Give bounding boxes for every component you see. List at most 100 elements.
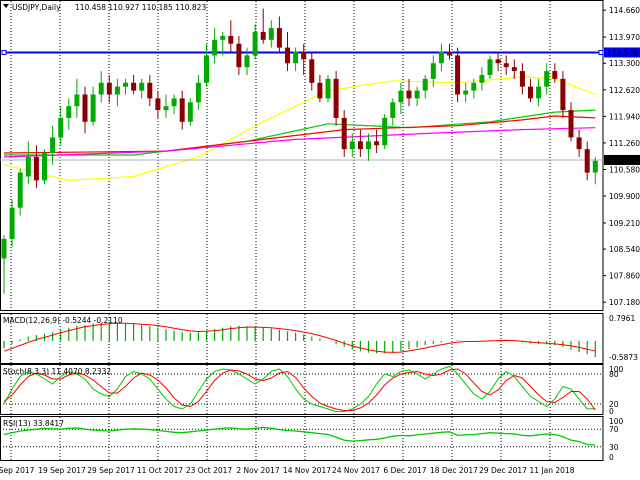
candle-body (414, 90, 420, 99)
candle-body (98, 82, 104, 95)
candle-body (131, 82, 137, 91)
candle-body (195, 82, 201, 103)
price-tick-label: 109.210 (609, 219, 640, 228)
candle-body (568, 110, 574, 138)
symbol-title: USDJPY,Daily (12, 3, 61, 12)
macd-tick-label: 0.7961 (609, 314, 635, 323)
candle-body (511, 67, 517, 72)
macd-signal-line (3, 322, 596, 353)
macd-panel-frame (0, 313, 604, 364)
stoch-tick-label: 0 (609, 407, 614, 416)
current-price-label: 110.823 (607, 156, 638, 165)
date-tick-label: 6 Dec 2017 (383, 466, 426, 475)
stoch-tick-label: 100 (609, 365, 624, 374)
candle-body (42, 153, 47, 181)
candle-body (422, 78, 428, 91)
rsi-tick-label: 0 (609, 453, 614, 462)
candle-body (212, 39, 218, 56)
candle-body (187, 102, 193, 122)
candle-body (74, 94, 80, 107)
candle-body (293, 51, 299, 64)
date-tick-label: 24 Nov 2017 (332, 466, 380, 475)
candle-body (333, 78, 339, 118)
candle-body (204, 55, 209, 83)
date-tick-label: 29 Sep 2017 (87, 466, 135, 475)
rsi-line (3, 426, 596, 446)
candle-body (576, 137, 582, 150)
candle-body (9, 207, 15, 239)
candle-body (528, 86, 533, 99)
candle-body (560, 78, 566, 111)
date-tick-label: 7 Sep 2017 (0, 466, 35, 475)
price-tick-label: 109.900 (609, 192, 640, 201)
stoch-panel-frame (0, 364, 604, 415)
candle-body (260, 32, 266, 40)
macd-title: MACD(12,26,9) -0.5244 -0.2110 (3, 316, 123, 325)
candle-body (341, 117, 347, 150)
candle-body (163, 106, 169, 111)
candle-body (592, 160, 598, 173)
date-tick-label: 29 Dec 2017 (479, 466, 527, 475)
candle-body (90, 94, 96, 122)
resistance-handle-left[interactable] (1, 49, 7, 55)
candle-body (66, 106, 72, 118)
date-tick-label: 11 Jan 2018 (530, 466, 575, 475)
candle-body (220, 35, 226, 40)
candle-body (285, 47, 290, 64)
candle-body (325, 78, 331, 99)
stoch-tick-label: 80 (609, 370, 619, 379)
date-tick-label: 19 Sep 2017 (38, 466, 86, 475)
candle-body (471, 82, 477, 91)
candle-body (25, 156, 31, 177)
candle-body (244, 55, 250, 68)
resistance-handle-right[interactable] (598, 49, 604, 55)
current-price-badge (604, 154, 640, 165)
rsi-panel-frame (0, 416, 604, 461)
rsi-tick-label: 100 (609, 417, 624, 426)
candle-body (123, 82, 128, 87)
resistance-price-badge (604, 47, 640, 58)
candle-body (374, 141, 380, 146)
dropdown-arrow-icon[interactable] (3, 4, 9, 8)
price-tick-label: 113.300 (609, 59, 640, 68)
candle-body (398, 90, 404, 103)
candle-body (82, 94, 88, 122)
candle-body (519, 71, 525, 87)
price-tick-label: 112.620 (609, 86, 640, 95)
rsi-title: RSI(13) 33.8417 (3, 419, 64, 428)
candle-body (430, 63, 436, 79)
candle-body (447, 51, 452, 56)
candle-body (147, 82, 153, 99)
stoch-d-line (3, 368, 596, 411)
candle-body (487, 59, 493, 75)
stoch-title: Stoch(8,3,3) 11.4070 8.2332 (3, 367, 111, 376)
candle-body (357, 141, 363, 150)
candle-body (309, 59, 315, 83)
candle-body (228, 35, 234, 44)
ohlc-readout: 110.458 110.927 110.185 110.823 (75, 3, 206, 12)
candle-body (390, 102, 396, 118)
rsi-tick-label: 30 (609, 443, 619, 452)
candle-body (17, 172, 23, 208)
candle-body (301, 51, 307, 60)
candle-body (268, 28, 274, 40)
candle-body (33, 156, 39, 181)
candle-body (179, 98, 185, 122)
date-tick-label: 2 Nov 2017 (236, 466, 279, 475)
candle-body (106, 82, 112, 95)
price-tick-label: 111.940 (609, 112, 640, 121)
candle-body (463, 90, 469, 95)
date-tick-label: 18 Dec 2017 (430, 466, 478, 475)
macd-tick-label: -0.5873 (609, 353, 638, 362)
stoch-k-line (3, 365, 596, 412)
candle-body (503, 63, 509, 68)
candle-body (455, 55, 461, 95)
candle-body (252, 32, 258, 56)
candle-body (1, 238, 7, 259)
candle-body (382, 117, 388, 146)
candle-body (406, 90, 412, 99)
candle-body (58, 117, 64, 138)
price-panel-frame (0, 0, 604, 311)
price-tick-label: 114.660 (609, 6, 640, 15)
